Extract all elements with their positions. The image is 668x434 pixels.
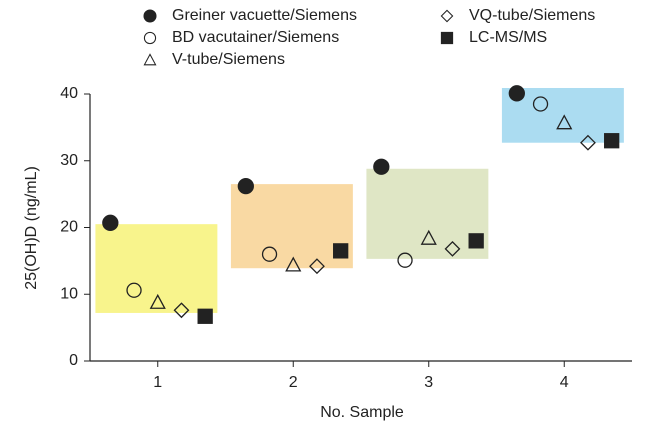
legend-marker [440,9,454,23]
legend-label: VQ-tube/Siemens [469,7,595,24]
point [580,134,596,151]
point [285,256,302,272]
point [444,240,461,257]
point [197,308,213,324]
legend-label: LC-MS/MS [469,29,547,46]
legend-label: Greiner vacuette/Siemens [172,7,357,24]
legend-label: V-tube/Siemens [172,51,285,68]
point [468,233,484,249]
point [397,252,413,268]
y-tick-label: 30 [60,152,78,169]
legend-marker [143,53,157,66]
x-tick-label: 1 [153,374,162,391]
legend-marker [440,31,454,45]
point [420,229,437,245]
range-band [230,184,353,269]
x-tick-label: 3 [424,374,433,391]
y-tick-label: 20 [60,219,78,236]
x-axis-title: No. Sample [320,404,404,421]
point [102,214,119,231]
x-tick-label: 2 [289,374,298,391]
point [556,114,573,130]
point [237,177,254,195]
point [309,258,325,275]
point [149,293,166,309]
range-band [95,224,218,313]
point [126,282,142,298]
legend-marker [143,31,157,45]
legend-marker [143,9,157,23]
y-tick-label: 40 [60,85,78,102]
x-tick-label: 4 [560,374,569,391]
point [333,243,349,259]
point [261,246,278,262]
y-tick-label: 0 [69,352,78,369]
legend-label: BD vacutainer/Siemens [172,29,339,46]
y-axis-title: 25(OH)D (ng/mL) [23,166,40,290]
point [532,96,549,112]
point [373,158,390,175]
point [604,133,620,149]
point [508,85,525,102]
y-tick-label: 10 [60,285,78,302]
point [173,302,190,319]
